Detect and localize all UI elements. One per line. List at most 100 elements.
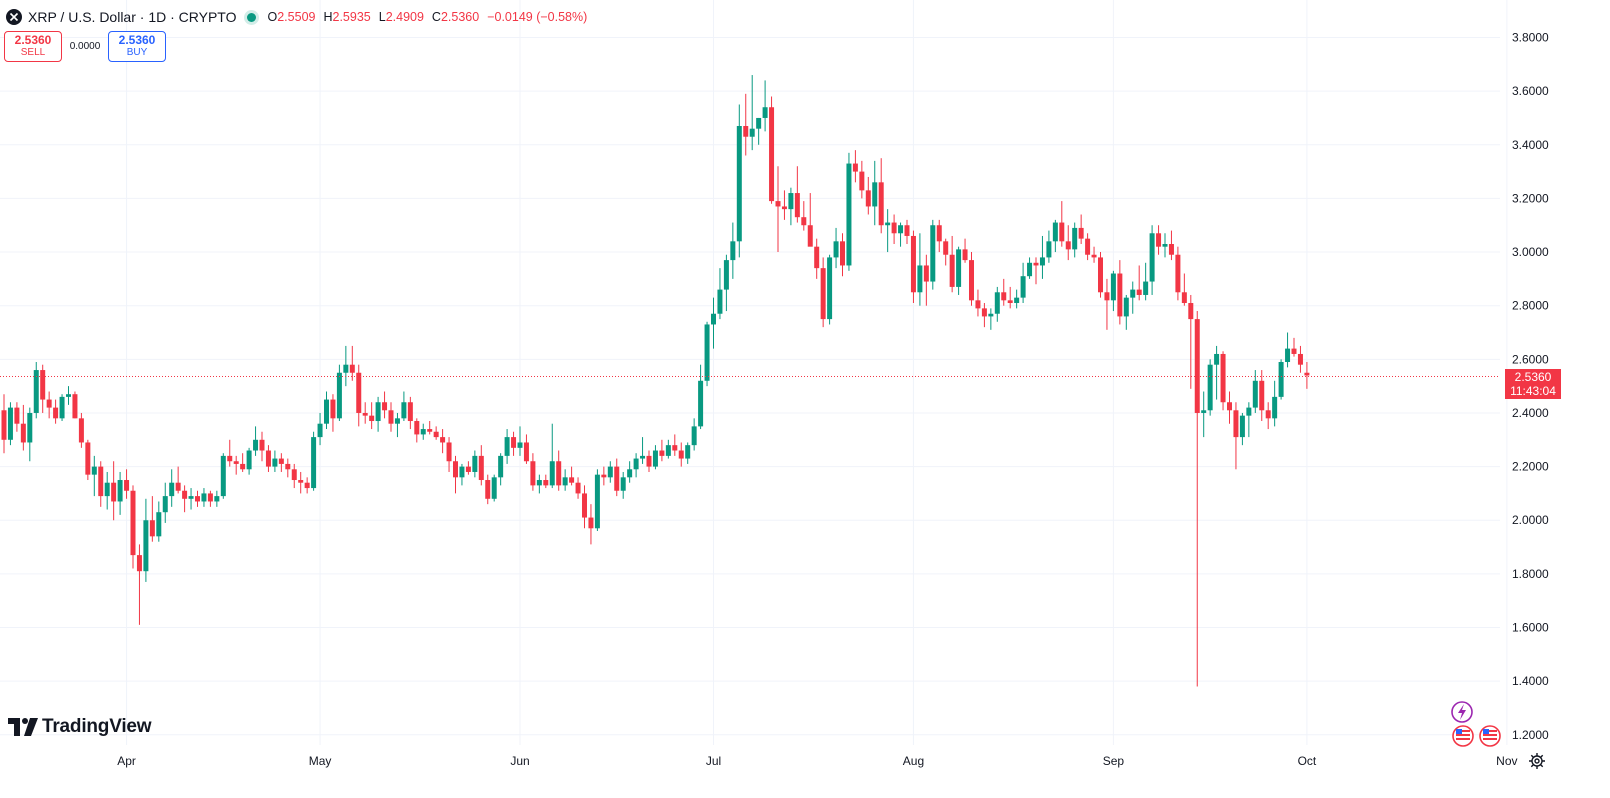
symbol-title[interactable]: XRP / U.S. Dollar · 1D · CRYPTO	[28, 9, 237, 25]
candle	[1297, 345, 1303, 373]
candle-body	[1214, 353, 1220, 365]
candle	[743, 93, 749, 156]
candle-body	[569, 477, 575, 483]
candle-body	[511, 437, 517, 448]
candle-body	[304, 482, 310, 489]
candle	[749, 75, 755, 151]
candle-body	[420, 429, 426, 435]
candle	[678, 442, 684, 467]
candle-body	[1014, 297, 1020, 304]
candle-body	[1175, 254, 1181, 293]
candle	[182, 485, 188, 513]
buy-label: BUY	[126, 47, 148, 58]
price-axis[interactable]: 1.2000 1.4000 1.6000 1.8000 2.0000 2.2000 2.40…	[1512, 31, 1549, 742]
candle	[382, 391, 388, 419]
candle	[1033, 257, 1039, 285]
candle	[491, 474, 497, 502]
candle	[807, 193, 813, 247]
candle-body	[756, 117, 762, 129]
candle	[756, 117, 762, 145]
candle-body	[1149, 233, 1155, 282]
price-tick-label: 2.6000	[1512, 352, 1549, 366]
candlestick-series	[1, 75, 1310, 687]
candle	[801, 201, 807, 231]
candle-body	[14, 407, 20, 424]
time-tick-label: Sep	[1103, 754, 1125, 768]
candle-body	[582, 493, 587, 518]
candle-body	[1007, 300, 1013, 304]
market-status-dot[interactable]	[246, 12, 256, 22]
candle-body	[936, 225, 942, 242]
candle	[66, 386, 71, 405]
candle	[562, 469, 568, 491]
candle-body	[994, 292, 1000, 314]
candle	[414, 418, 420, 443]
candle-body	[175, 482, 181, 491]
candle-body	[104, 482, 110, 497]
us-flag-icon[interactable]	[1452, 725, 1474, 747]
us-flag-icon[interactable]	[1479, 725, 1501, 747]
candle-body	[491, 477, 497, 499]
candle	[1123, 294, 1129, 330]
close-circle-icon[interactable]	[6, 9, 22, 25]
candle	[588, 504, 594, 545]
candle-body	[775, 201, 781, 207]
candle-body	[698, 380, 704, 427]
candle	[1304, 362, 1310, 389]
candle	[227, 439, 233, 467]
candle-body	[1091, 254, 1097, 258]
candle	[659, 439, 665, 462]
candle-body	[1085, 238, 1091, 255]
candle	[543, 474, 549, 489]
candle-body	[1104, 292, 1110, 301]
candle-body	[207, 493, 213, 502]
candle	[272, 450, 278, 472]
candle-body	[865, 190, 871, 207]
candle	[85, 439, 91, 481]
lightning-icon[interactable]	[1451, 701, 1473, 723]
settings-gear-icon[interactable]	[1528, 752, 1546, 770]
candle-body	[201, 493, 207, 502]
candle	[1001, 278, 1007, 306]
tradingview-logo[interactable]: TradingView	[8, 716, 152, 738]
candle-body	[1156, 233, 1162, 247]
candle	[59, 394, 65, 422]
candle-body	[672, 445, 678, 451]
candle	[1072, 222, 1078, 258]
candle	[930, 219, 936, 290]
candle	[143, 498, 149, 582]
candle	[820, 257, 826, 328]
candle	[704, 321, 710, 387]
sell-button[interactable]: 2.5360 SELL	[4, 31, 62, 62]
candle	[78, 412, 84, 448]
last-price-label: 2.5360 11:43:04	[1505, 369, 1561, 399]
high-value: H2.5935	[323, 10, 371, 24]
candle-body	[382, 402, 388, 411]
candle	[446, 437, 452, 472]
candle	[511, 431, 517, 456]
candle-body	[349, 364, 355, 373]
candle	[691, 418, 697, 451]
candle-body	[227, 455, 233, 462]
candle	[523, 434, 529, 464]
candle-body	[878, 182, 884, 226]
time-axis[interactable]: Apr May Jun Jul Aug Sep Oct Nov	[117, 754, 1517, 768]
candle-body	[124, 480, 130, 491]
candle	[362, 402, 368, 424]
candle	[936, 219, 942, 253]
candle-body	[453, 461, 458, 478]
candle-body	[485, 480, 491, 499]
candle-body	[85, 442, 91, 475]
candle	[1143, 262, 1149, 301]
candle-body	[891, 222, 897, 234]
candle-body	[285, 463, 291, 470]
candle-body	[1020, 276, 1026, 298]
candle	[72, 391, 78, 419]
candle-body	[195, 496, 200, 502]
candle-body	[956, 249, 962, 287]
candle	[530, 453, 536, 491]
events-markers[interactable]	[1450, 700, 1510, 750]
buy-button[interactable]: 2.5360 BUY	[108, 31, 166, 62]
candle	[1059, 201, 1065, 247]
